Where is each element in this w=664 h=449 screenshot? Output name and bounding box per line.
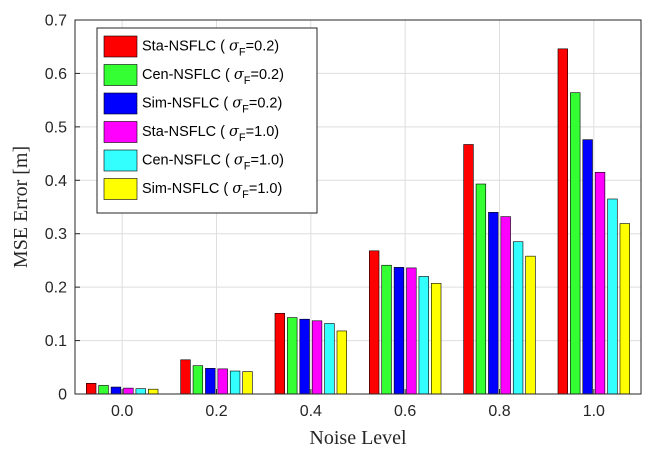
- bar: [500, 216, 511, 395]
- y-tick-label: 0.5: [45, 119, 67, 136]
- legend-entry: Cen-NSFLC ( σF=0.2): [142, 67, 284, 87]
- legend-swatch: [103, 149, 138, 172]
- bar: [205, 368, 216, 395]
- bar: [180, 359, 191, 395]
- x-tick-label: 0.6: [394, 403, 416, 420]
- legend-swatch: [103, 64, 138, 86]
- x-tick-label: 0.8: [488, 403, 510, 420]
- bar: [299, 318, 310, 395]
- bar: [311, 320, 323, 395]
- bar: [512, 241, 524, 395]
- legend-entry: Cen-NSFLC ( σF=1.0): [142, 153, 284, 173]
- y-tick-label: 0.4: [45, 173, 67, 190]
- bar: [381, 264, 392, 395]
- bar: [619, 223, 630, 395]
- bar: [98, 385, 109, 395]
- bar: [594, 171, 606, 395]
- y-axis-ticks: 0 0.1 0.2 0.3 0.4 0.5 0.6 0.7: [45, 13, 80, 404]
- bar: [570, 92, 581, 395]
- bar: [148, 388, 159, 395]
- bar: [406, 267, 417, 395]
- plot-frame: [74, 19, 642, 395]
- bar: [475, 183, 487, 395]
- x-tick-label: 0.0: [111, 403, 133, 420]
- y-axis-label: MSE Error [m]: [10, 146, 32, 268]
- legend: Sta-NSFLC ( σF=0.2) Cen-NSFLC ( σF=0.2) Si…: [96, 27, 318, 214]
- bar: [607, 198, 618, 395]
- bar: [336, 330, 347, 395]
- bar: [582, 139, 593, 395]
- y-tick-label: 0.2: [45, 280, 67, 297]
- x-tick-label: 1.0: [583, 403, 605, 420]
- bar: [488, 212, 499, 395]
- legend-swatch: [103, 178, 138, 200]
- bar: [431, 283, 442, 395]
- y-tick-label: 0.3: [45, 226, 67, 243]
- bar: [557, 48, 568, 395]
- x-axis-label: Noise Level: [309, 427, 407, 449]
- legend-entry: Sim-NSFLC ( σF=1.0): [142, 181, 282, 201]
- bar: [110, 386, 122, 395]
- bars: [86, 48, 630, 395]
- bar: [135, 388, 146, 395]
- legend-entry: Sta-NSFLC ( σF=1.0): [142, 124, 279, 144]
- bar: [192, 365, 204, 395]
- bar: [217, 368, 228, 395]
- bar: [274, 313, 285, 395]
- bar: [86, 383, 97, 395]
- bar: [242, 371, 253, 395]
- legend-swatch: [103, 35, 138, 58]
- x-axis-ticks: 0.0 0.2 0.4 0.6 0.8 1.0: [111, 389, 605, 420]
- legend-swatch: [103, 121, 138, 143]
- y-tick-label: 0.1: [45, 333, 67, 350]
- bar: [369, 250, 380, 395]
- bar: [393, 267, 405, 395]
- legend-swatch: [103, 92, 138, 115]
- legend-entry: Sta-NSFLC ( σF=0.2): [142, 39, 279, 59]
- bar: [287, 317, 298, 395]
- y-tick-label: 0: [58, 387, 67, 404]
- bar: [418, 276, 429, 395]
- bar: [123, 387, 134, 395]
- y-tick-label: 0.7: [45, 13, 67, 30]
- legend-entry: Sim-NSFLC ( σF=0.2): [142, 96, 282, 116]
- x-tick-label: 0.2: [205, 403, 227, 420]
- x-tick-label: 0.4: [300, 403, 322, 420]
- bar: [463, 144, 474, 395]
- bar: [229, 370, 241, 395]
- y-tick-label: 0.6: [45, 66, 67, 83]
- bar: [525, 255, 536, 395]
- bar: [324, 323, 335, 395]
